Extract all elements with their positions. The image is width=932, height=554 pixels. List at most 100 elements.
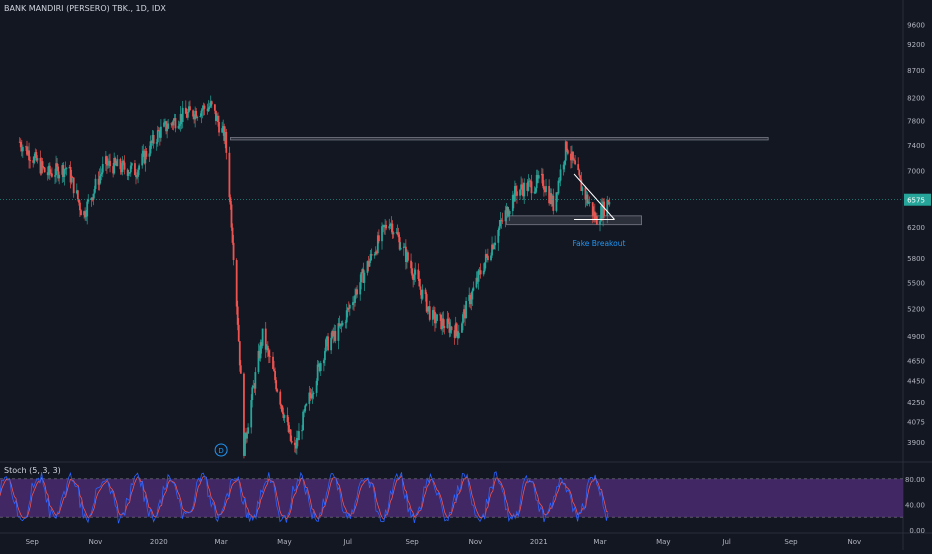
candle-body	[115, 163, 118, 167]
candle-body	[40, 161, 43, 174]
candle-body	[19, 141, 22, 148]
candle-body	[286, 415, 289, 423]
candle-body	[479, 270, 482, 275]
candle-body	[252, 385, 255, 388]
candle-body	[608, 201, 611, 205]
candle-body	[418, 279, 421, 287]
candle-body	[599, 221, 601, 225]
candle-body	[322, 360, 325, 364]
candle-body	[179, 113, 182, 125]
candle-body	[337, 323, 340, 341]
candle-body	[79, 202, 81, 211]
candle-body	[585, 194, 588, 200]
candle-body	[289, 429, 292, 441]
candle-body	[113, 157, 116, 174]
candle-body	[247, 427, 249, 434]
candle-body	[215, 110, 217, 121]
price-tick-label: 5800	[907, 255, 925, 263]
candle-body	[243, 373, 245, 456]
candle-body	[462, 314, 464, 324]
candle-body	[134, 163, 136, 176]
candle-body	[18, 141, 21, 143]
candle-body	[209, 101, 212, 107]
candle-body	[184, 107, 187, 114]
candle-body	[542, 173, 544, 186]
candle-body	[101, 164, 104, 173]
candle-body	[520, 184, 523, 190]
candle-body	[216, 115, 218, 121]
candle-body	[374, 251, 377, 255]
candle-body	[97, 178, 100, 185]
candle-body	[200, 110, 203, 117]
candle-body	[482, 270, 485, 275]
candle-body	[534, 188, 537, 192]
candle-body	[367, 261, 370, 267]
candle-body	[109, 160, 111, 167]
candle-body	[225, 131, 228, 153]
candle-body	[232, 242, 235, 261]
candle-body	[282, 412, 285, 418]
candle-body	[238, 341, 241, 366]
candle-body	[506, 206, 509, 217]
candle-body	[297, 438, 299, 441]
candle-body	[39, 158, 42, 174]
candle-body	[425, 294, 428, 312]
candle-body	[330, 337, 333, 351]
candle-body	[208, 106, 211, 108]
candle-body	[135, 175, 137, 177]
price-tick-label: 6200	[907, 224, 925, 232]
candle-body	[106, 156, 108, 166]
candle-body	[250, 400, 253, 428]
candle-body	[540, 173, 543, 176]
candle-body	[295, 438, 298, 449]
candle-body	[283, 415, 286, 418]
candle-body	[257, 350, 260, 373]
candle-body	[223, 126, 226, 141]
candle-body	[43, 167, 46, 173]
candle-body	[122, 161, 125, 163]
candle-body	[392, 232, 395, 235]
candle-body	[158, 130, 161, 138]
candle-body	[399, 247, 402, 250]
candle-body	[492, 244, 494, 250]
time-tick-label: Jul	[343, 538, 353, 546]
candle-body	[461, 323, 463, 333]
candle-body	[381, 226, 383, 242]
candle-body	[469, 294, 472, 305]
candle-body	[229, 197, 232, 205]
candle-body	[177, 125, 180, 129]
candle-body	[515, 186, 517, 192]
candle-body	[193, 116, 196, 120]
candle-body	[412, 275, 415, 281]
candle-body	[526, 182, 529, 191]
candle-body	[407, 252, 409, 261]
candle-body	[112, 166, 115, 174]
candle-body	[463, 309, 465, 315]
candle-body	[449, 326, 452, 333]
candle-body	[389, 224, 392, 227]
candle-body	[55, 163, 57, 176]
candle-body	[180, 113, 183, 122]
candle-body	[319, 363, 322, 371]
candle-body	[360, 272, 363, 283]
price-tick-label: 4900	[907, 333, 925, 341]
candle-body	[483, 262, 486, 271]
candle-body	[586, 194, 589, 204]
candle-body	[87, 199, 90, 202]
candle-body	[383, 225, 385, 228]
candle-body	[341, 322, 344, 326]
candle-body	[552, 195, 555, 211]
candle-body	[21, 146, 24, 152]
candle-body	[94, 178, 97, 190]
candle-body	[397, 234, 400, 238]
trendline	[573, 173, 615, 220]
candle-body	[58, 174, 61, 179]
candle-body	[499, 219, 502, 227]
time-tick-label: Jul	[721, 538, 731, 546]
time-tick-label: May	[656, 538, 670, 546]
candle-body	[230, 204, 233, 228]
candle-body	[544, 189, 546, 193]
candle-body	[76, 190, 79, 200]
candle-body	[75, 190, 78, 194]
